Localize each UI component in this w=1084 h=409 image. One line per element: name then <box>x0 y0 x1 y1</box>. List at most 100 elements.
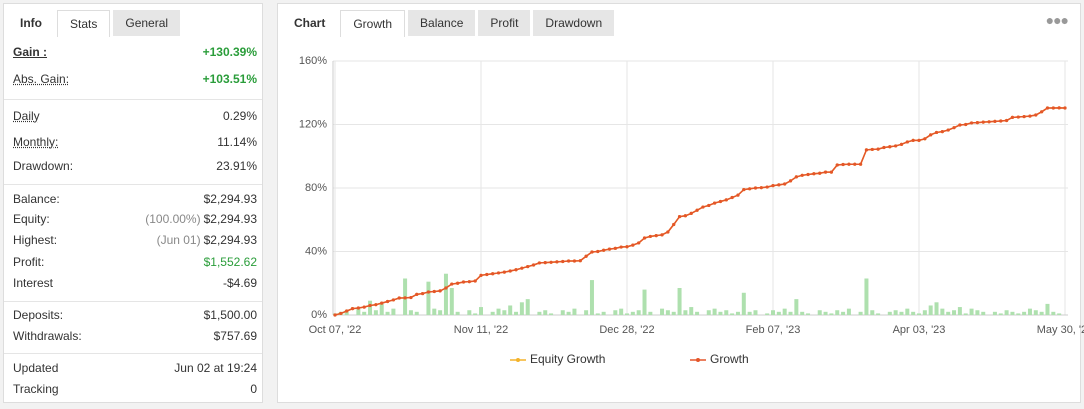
stat-row: Deposits: $1,500.00 <box>13 305 257 325</box>
bar <box>922 310 927 315</box>
data-point <box>444 286 448 290</box>
data-point <box>1005 118 1009 123</box>
data-point <box>537 261 542 265</box>
data-point <box>613 246 617 250</box>
label: Drawdown: <box>13 159 74 173</box>
data-point <box>356 306 360 310</box>
data-point <box>969 121 974 125</box>
data-point <box>870 147 874 152</box>
bar <box>514 311 519 315</box>
bar <box>981 311 986 315</box>
bar <box>408 310 413 315</box>
bar <box>946 311 951 315</box>
data-point <box>952 126 956 130</box>
data-point <box>788 179 793 183</box>
data-point <box>531 263 536 267</box>
tab[interactable]: Growth <box>340 10 406 37</box>
data-point <box>701 205 705 209</box>
data-point <box>421 291 425 296</box>
bar <box>969 308 974 315</box>
bar <box>660 308 665 315</box>
data-point <box>742 187 746 192</box>
y-tick-label: 160% <box>299 55 327 67</box>
bar <box>625 313 629 315</box>
data-point <box>707 203 711 208</box>
bar <box>864 278 869 315</box>
data-point <box>876 147 880 151</box>
note: (Jun 01) <box>156 233 201 247</box>
data-point <box>473 279 477 283</box>
separator <box>4 99 262 100</box>
data-point <box>1022 114 1026 119</box>
bar <box>665 310 670 315</box>
data-point <box>888 145 892 149</box>
tab[interactable]: Drawdown <box>533 10 615 36</box>
tab[interactable]: Info <box>20 16 42 30</box>
stat-row: Tracking 0 <box>13 379 257 399</box>
stat-row: Balance: $2,294.93 <box>13 189 257 209</box>
label: Abs. Gain: <box>13 72 70 86</box>
bar <box>1039 311 1044 315</box>
value: Jun 02 at 19:24 <box>174 361 257 375</box>
data-point <box>934 130 939 135</box>
bar <box>677 288 682 315</box>
x-tick-label: Oct 07, '22 <box>309 324 362 336</box>
menu-button[interactable]: ●●● <box>1045 12 1069 28</box>
tab[interactable]: Balance <box>408 10 476 36</box>
tab[interactable]: Stats <box>57 10 111 37</box>
tab[interactable]: Profit <box>478 10 531 36</box>
data-point <box>806 172 810 177</box>
data-point <box>812 172 816 176</box>
data-point <box>549 260 553 264</box>
y-tick-label: 0% <box>311 309 327 321</box>
tab[interactable]: Chart <box>294 16 326 30</box>
bar <box>911 311 916 315</box>
stat-row: Abs. Gain: +103.51% <box>13 69 257 89</box>
data-point <box>496 271 501 275</box>
data-point <box>602 248 606 252</box>
label: Balance: <box>13 192 60 206</box>
bar <box>496 308 501 315</box>
bar <box>730 313 735 315</box>
x-tick-label: Dec 28, '22 <box>599 324 654 336</box>
bar <box>817 310 822 315</box>
data-point <box>818 171 822 175</box>
data-point <box>1057 106 1061 110</box>
bar <box>414 311 419 315</box>
data-point <box>397 296 401 300</box>
data-point <box>1045 106 1050 110</box>
bar <box>706 310 711 315</box>
data-point <box>508 269 512 273</box>
data-point <box>847 162 851 166</box>
data-point <box>958 123 962 127</box>
bar <box>1016 313 1021 315</box>
bar <box>566 311 571 315</box>
data-point <box>631 243 635 247</box>
bar <box>636 310 641 315</box>
data-point <box>718 199 723 204</box>
bar <box>619 308 624 315</box>
value: 0.29% <box>222 109 257 123</box>
legend-label: Equity Growth <box>530 352 605 366</box>
data-point <box>1010 115 1015 119</box>
bar <box>1033 310 1038 315</box>
bar <box>934 302 939 315</box>
data-point <box>882 145 886 150</box>
bar <box>1051 311 1056 315</box>
bar <box>829 313 834 315</box>
bar <box>823 311 828 315</box>
data-point <box>362 305 366 309</box>
label: Gain : <box>13 45 48 59</box>
data-point <box>771 184 775 188</box>
data-point <box>946 128 950 132</box>
bar <box>473 313 478 315</box>
bar <box>870 310 875 315</box>
data-point <box>677 214 682 219</box>
bar <box>630 311 635 315</box>
bar <box>519 302 524 315</box>
bar <box>1027 308 1032 315</box>
data-point <box>987 120 991 124</box>
data-point <box>835 163 839 167</box>
value: -$4.69 <box>222 276 257 290</box>
tab[interactable]: General <box>113 10 181 36</box>
